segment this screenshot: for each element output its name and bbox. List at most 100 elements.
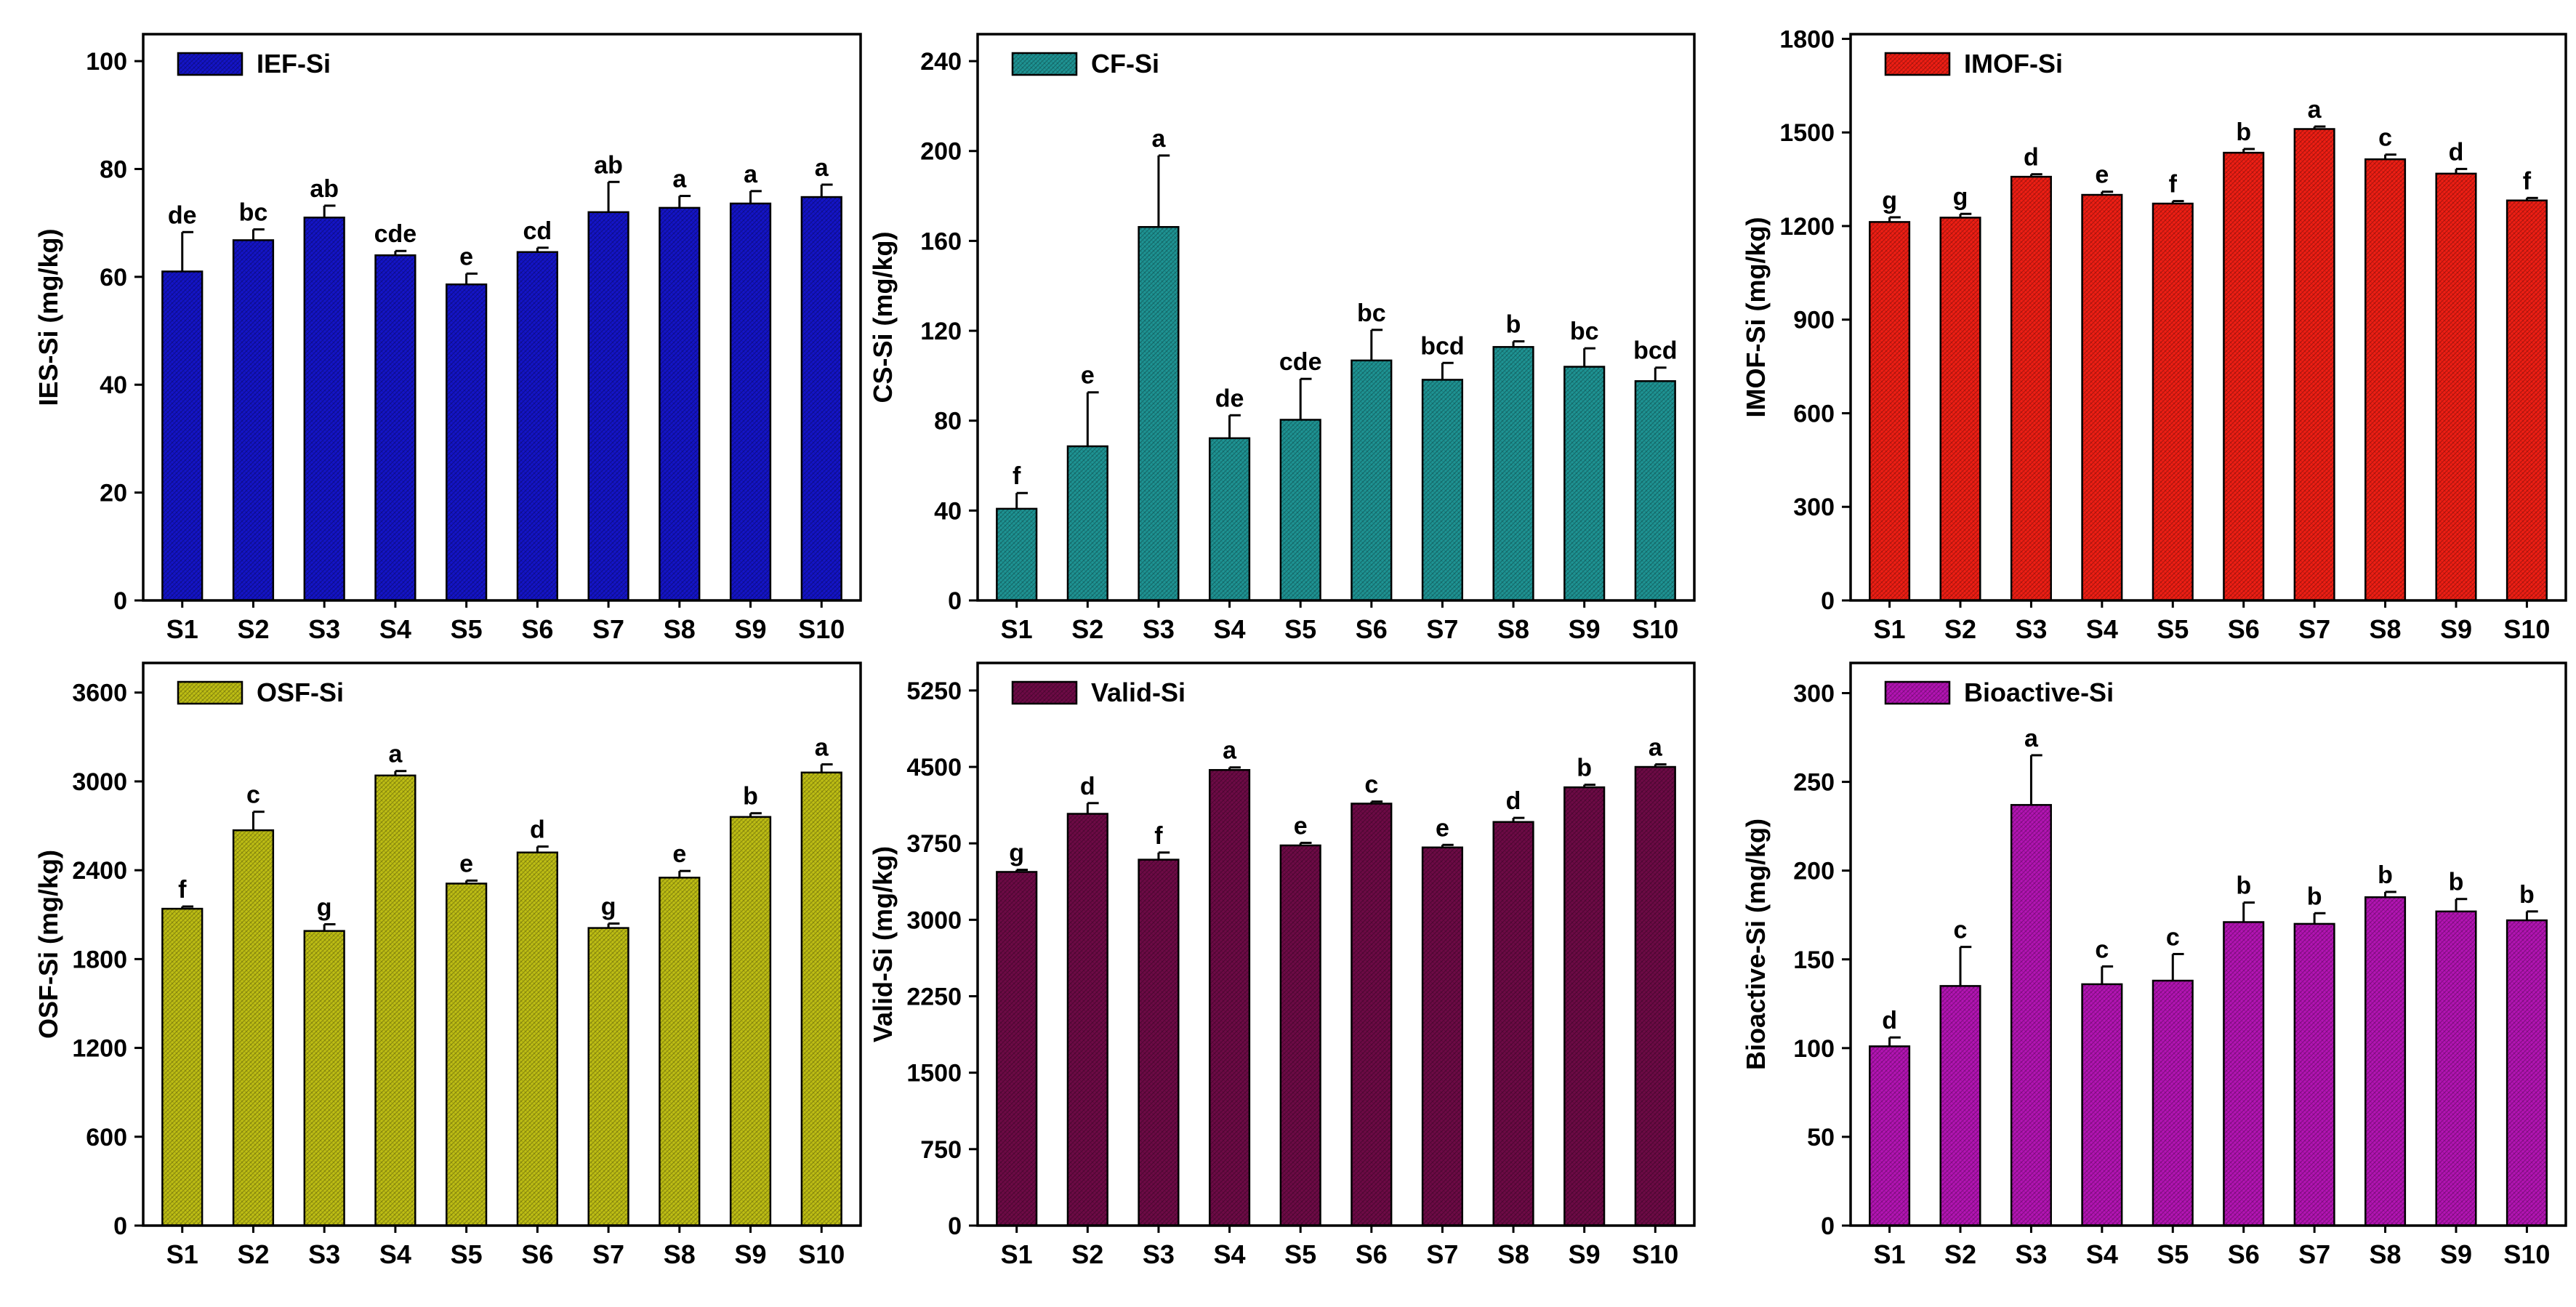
y-tick-label: 600 (86, 1124, 127, 1151)
x-tick-label: S9 (2440, 614, 2472, 644)
y-tick-label: 300 (1793, 494, 1835, 521)
significance-letter: b (743, 783, 758, 811)
legend-label: Bioactive-Si (1964, 677, 2114, 707)
bar-texture (2153, 204, 2193, 600)
bar-texture (1564, 787, 1605, 1226)
legend-label: CF-Si (1091, 49, 1159, 79)
y-tick-label: 0 (948, 587, 962, 615)
bar-texture (2011, 805, 2051, 1226)
significance-letter: b (1577, 755, 1592, 782)
x-tick-label: S9 (735, 1239, 767, 1269)
bar-texture (2365, 159, 2405, 601)
significance-letter: de (168, 201, 197, 229)
significance-letter: d (1882, 1007, 1897, 1034)
x-tick-label: S2 (1071, 614, 1103, 644)
y-tick-label: 0 (1821, 587, 1835, 615)
significance-letter: e (2095, 161, 2109, 189)
bar-texture (588, 928, 629, 1226)
x-tick-label: S1 (166, 1239, 198, 1269)
y-tick-label: 0 (948, 1213, 962, 1240)
bar-texture (517, 852, 558, 1226)
x-tick-label: S5 (451, 1239, 483, 1269)
bar-texture (1635, 767, 1675, 1226)
x-tick-label: S7 (1426, 614, 1458, 644)
y-tick-label: 3000 (906, 906, 962, 934)
significance-letter: g (1953, 183, 1968, 211)
y-tick-label: 100 (86, 48, 127, 76)
y-tick-label: 750 (920, 1136, 962, 1164)
bar-texture (1067, 813, 1108, 1226)
bar-texture (517, 252, 558, 600)
x-tick-label: S10 (1632, 614, 1678, 644)
y-tick-label: 250 (1793, 769, 1835, 797)
y-tick-label: 3000 (72, 768, 127, 796)
significance-letter: c (2095, 936, 2109, 964)
significance-letter: c (246, 781, 260, 809)
y-tick-label: 40 (100, 371, 127, 399)
x-tick-label: S4 (379, 1239, 411, 1269)
bar-texture (2365, 897, 2405, 1226)
bar-texture (1869, 1046, 1909, 1226)
legend-swatch-texture (1013, 53, 1076, 75)
bar-texture (801, 772, 842, 1226)
bar-texture (2294, 923, 2335, 1226)
bar-texture (2436, 173, 2476, 600)
significance-letter: a (1649, 734, 1663, 762)
bar-texture (1940, 986, 1981, 1226)
significance-letter: c (2166, 923, 2180, 951)
x-tick-label: S4 (1214, 614, 1246, 644)
legend-label: OSF-Si (257, 677, 344, 707)
significance-letter: a (815, 154, 829, 182)
significance-letter: e (1436, 814, 1449, 842)
significance-letter: g (601, 893, 616, 920)
x-tick-label: S2 (1071, 1239, 1103, 1269)
significance-letter: b (2519, 881, 2535, 909)
bar-texture (2507, 200, 2547, 601)
bar-texture (659, 207, 700, 601)
plot-frame (976, 33, 1696, 602)
x-tick-label: S7 (592, 1239, 624, 1269)
plot-frame (142, 661, 862, 1227)
significance-letter: e (1081, 362, 1095, 390)
x-tick-label: S6 (2228, 1239, 2260, 1269)
y-tick-label: 0 (113, 1213, 127, 1240)
bar-texture (1869, 222, 1909, 601)
plot-frame (976, 661, 1696, 1227)
chart-panel-4: f S1 c S2 g S3 a S4 e S5 d S6 g S7 e S8 b S9 a S10 0 600 1200 1… (33, 661, 862, 1269)
y-tick-label: 1500 (1779, 119, 1835, 147)
y-tick-label: 80 (934, 408, 962, 435)
x-tick-label: S10 (2503, 614, 2550, 644)
x-tick-label: S7 (2298, 1239, 2330, 1269)
legend-label: IEF-Si (257, 49, 331, 79)
significance-letter: b (2236, 872, 2251, 900)
bar-texture (1635, 381, 1675, 600)
bar-texture (1209, 438, 1249, 600)
x-tick-label: S6 (521, 1239, 553, 1269)
y-tick-label: 900 (1793, 307, 1835, 334)
x-tick-label: S6 (1356, 614, 1388, 644)
bar-texture (1940, 217, 1981, 600)
bar-texture (1422, 379, 1462, 600)
chart-panel-1: de S1 bc S2 ab S3 cde S4 e S5 cd S6 ab S7 a S8 a S9 a S10 0 2… (33, 33, 862, 644)
x-tick-label: S8 (2370, 1239, 2402, 1269)
y-tick-label: 1800 (72, 946, 127, 973)
y-axis-label: IMOF-Si (mg/kg) (1741, 217, 1771, 418)
x-tick-label: S2 (237, 1239, 269, 1269)
y-tick-label: 60 (100, 264, 127, 291)
y-tick-label: 1200 (1779, 213, 1835, 241)
legend-swatch-texture (1885, 53, 1949, 75)
significance-letter: a (815, 734, 829, 762)
significance-letter: a (1151, 125, 1166, 153)
significance-letter: cde (374, 220, 417, 248)
bar-texture (2507, 920, 2547, 1226)
legend-swatch-texture (178, 53, 242, 75)
y-tick-label: 5250 (906, 677, 962, 705)
x-tick-label: S6 (1356, 1239, 1388, 1269)
significance-letter: c (1954, 917, 1968, 944)
y-axis-label: Bioactive-Si (mg/kg) (1741, 819, 1771, 1070)
y-tick-label: 50 (1807, 1124, 1835, 1151)
significance-letter: e (459, 850, 473, 877)
y-tick-label: 200 (920, 138, 962, 166)
bar-texture (1493, 347, 1534, 600)
chart-panel-6: d S1 c S2 a S3 c S4 c S5 b S6 b S7 b S8 b S9 b S10 0 50 100 150… (1741, 661, 2567, 1269)
